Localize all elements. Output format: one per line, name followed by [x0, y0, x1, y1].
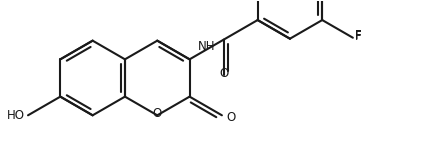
Text: O: O [153, 107, 162, 120]
Text: HO: HO [7, 109, 25, 122]
Text: O: O [227, 111, 236, 124]
Text: F: F [355, 29, 361, 42]
Text: NH: NH [198, 40, 215, 53]
Text: F: F [355, 29, 361, 42]
Text: O: O [219, 67, 228, 80]
Text: F: F [355, 30, 361, 43]
